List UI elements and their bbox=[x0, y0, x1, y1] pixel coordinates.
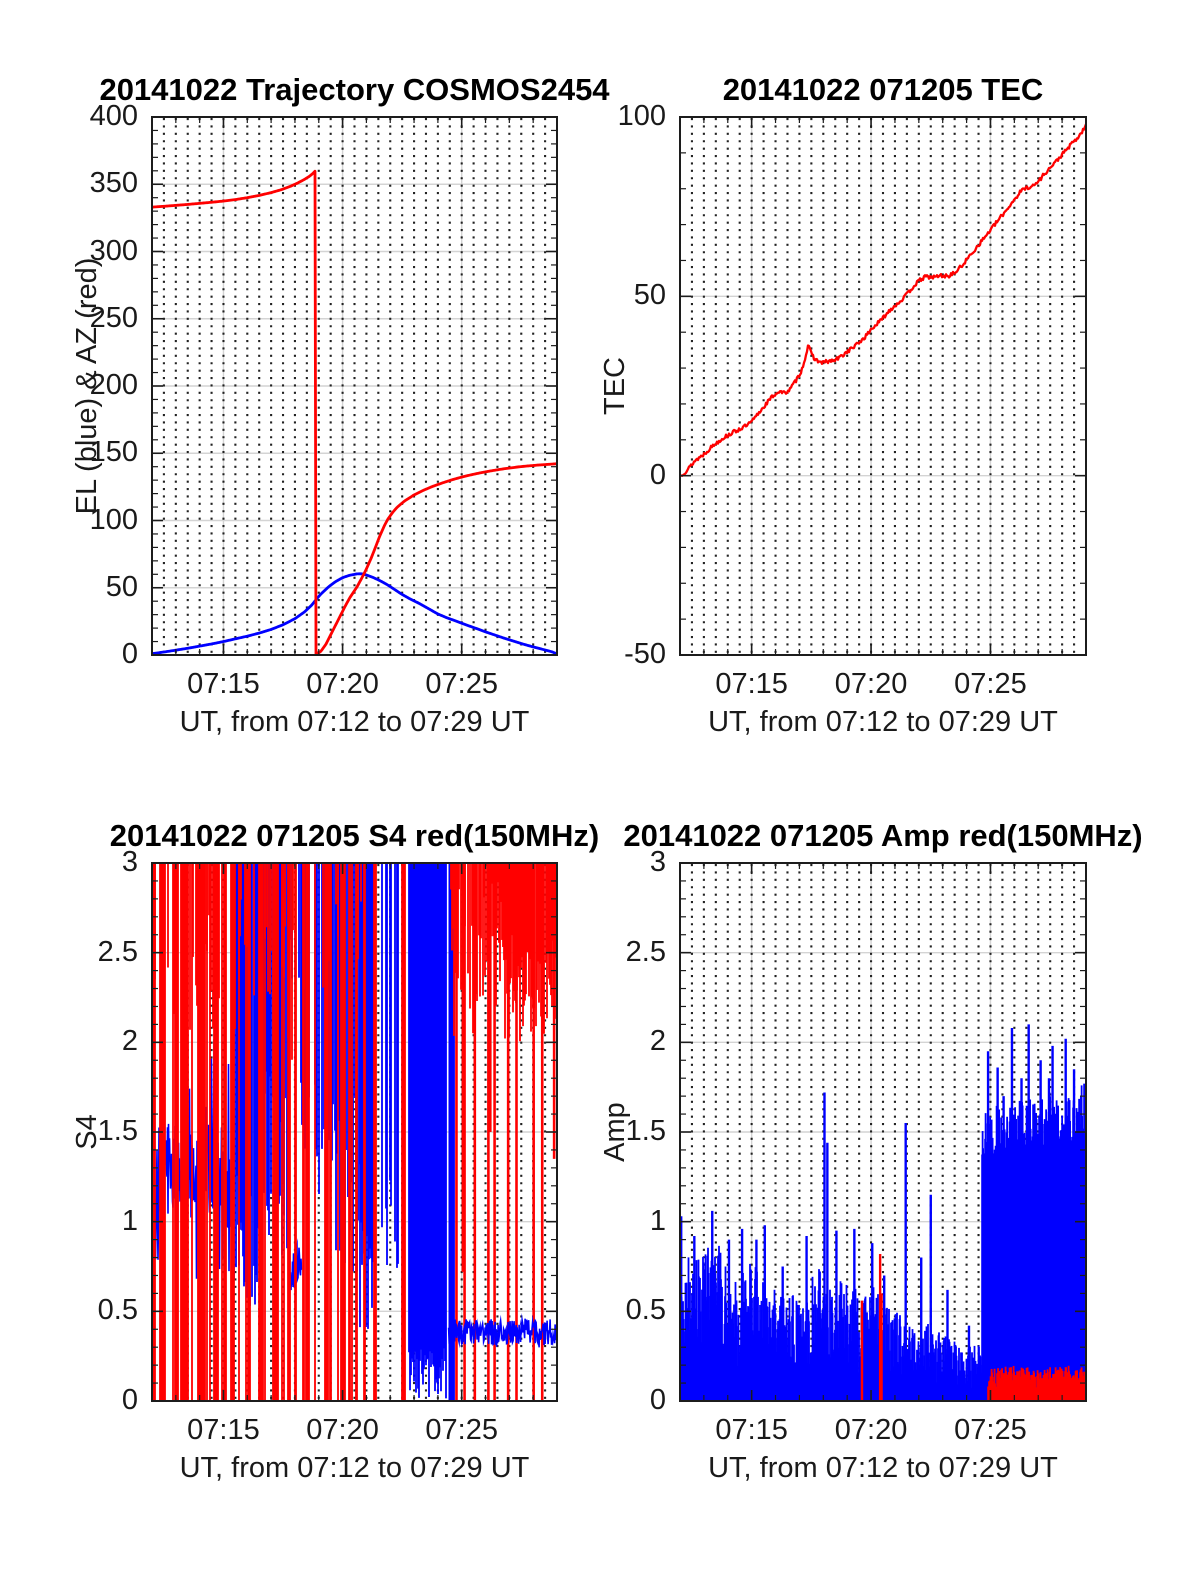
x-tick-label: 07:20 bbox=[834, 668, 908, 700]
plot-area-trajectory bbox=[149, 114, 560, 658]
x-tick-label: 07:15 bbox=[715, 668, 788, 700]
chart-title: 20141022 Trajectory COSMOS2454 bbox=[99, 72, 610, 107]
x-tick-label: 07:25 bbox=[425, 1414, 498, 1446]
y-tick-label: 50 bbox=[105, 570, 138, 603]
y-tick-label: 50 bbox=[633, 279, 666, 312]
y-tick-label: 2 bbox=[649, 1025, 666, 1058]
plot-area-amp bbox=[677, 860, 1089, 1404]
x-tick-label: 07:15 bbox=[187, 668, 260, 700]
x-tick-label: 07:20 bbox=[306, 1414, 379, 1446]
y-tick-label: 0 bbox=[121, 1384, 138, 1417]
x-axis-label: UT, from 07:12 to 07:29 UT bbox=[179, 706, 530, 738]
x-tick-label: 07:15 bbox=[715, 1414, 788, 1446]
y-tick-label: 2.5 bbox=[625, 935, 666, 968]
y-tick-label: 0 bbox=[121, 638, 138, 671]
y-tick-label: 100 bbox=[617, 100, 666, 133]
x-axis-label: UT, from 07:12 to 07:29 UT bbox=[179, 1452, 530, 1484]
x-tick-label: 07:20 bbox=[306, 668, 379, 700]
x-tick-label: 07:25 bbox=[954, 1414, 1027, 1446]
y-axis-label: TEC bbox=[599, 357, 632, 415]
y-tick-label: 400 bbox=[89, 100, 138, 133]
y-tick-label: 250 bbox=[89, 301, 138, 334]
y-tick-label: 1.5 bbox=[625, 1115, 666, 1148]
y-tick-label: 1 bbox=[649, 1204, 666, 1237]
y-tick-label: -50 bbox=[624, 638, 666, 671]
y-tick-label: 0.5 bbox=[625, 1294, 666, 1327]
x-axis-label: UT, from 07:12 to 07:29 UT bbox=[708, 1452, 1058, 1484]
x-tick-label: 07:20 bbox=[834, 1414, 908, 1446]
chart-title: 20141022 071205 TEC bbox=[722, 72, 1044, 107]
x-tick-label: 07:25 bbox=[425, 668, 498, 700]
y-tick-label: 1 bbox=[121, 1204, 138, 1237]
y-tick-label: 150 bbox=[89, 436, 138, 469]
y-tick-label: 200 bbox=[89, 369, 138, 402]
chart-title: 20141022 071205 Amp red(150MHz) bbox=[623, 818, 1143, 853]
y-tick-label: 0 bbox=[649, 458, 666, 491]
y-tick-label: 2 bbox=[121, 1025, 138, 1058]
y-tick-label: 300 bbox=[89, 234, 138, 267]
y-tick-label: 100 bbox=[89, 503, 138, 536]
y-tick-label: 0 bbox=[649, 1384, 666, 1417]
y-tick-label: 2.5 bbox=[97, 935, 138, 968]
plot-area-tec bbox=[677, 114, 1089, 658]
y-tick-label: 1.5 bbox=[97, 1115, 138, 1148]
x-tick-label: 07:25 bbox=[954, 668, 1027, 700]
y-tick-label: 350 bbox=[89, 167, 138, 200]
plot-area-s4 bbox=[149, 860, 560, 1404]
x-tick-label: 07:15 bbox=[187, 1414, 260, 1446]
x-axis-label: UT, from 07:12 to 07:29 UT bbox=[708, 706, 1058, 738]
y-tick-label: 0.5 bbox=[97, 1294, 138, 1327]
y-tick-label: 3 bbox=[121, 846, 138, 879]
y-tick-label: 3 bbox=[649, 846, 666, 879]
chart-title: 20141022 071205 S4 red(150MHz) bbox=[109, 818, 600, 853]
